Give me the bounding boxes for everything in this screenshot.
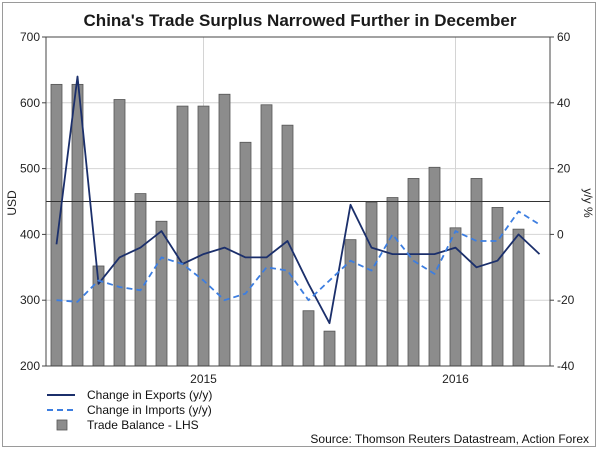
- trade-surplus-chart: China's Trade Surplus Narrowed Further i…: [5, 11, 595, 446]
- legend-label: Change in Imports (y/y): [87, 403, 212, 417]
- bar-trade-balance: [239, 141, 252, 367]
- y-tick-label-right: -40: [557, 359, 575, 373]
- y-tick-label-right: 20: [557, 162, 571, 176]
- bar-trade-balance: [218, 93, 231, 367]
- bar-trade-balance: [71, 83, 84, 367]
- y-axis-label-left: USD: [5, 190, 19, 216]
- bar-trade-balance: [512, 228, 525, 367]
- bar-trade-balance: [113, 99, 126, 367]
- x-tick-label: 2015: [190, 372, 217, 386]
- bar-trade-balance: [344, 239, 357, 367]
- bar-trade-balance: [260, 104, 273, 367]
- line-exports: [55, 75, 541, 325]
- bar-trade-balance: [407, 178, 420, 367]
- bar-trade-balance: [386, 197, 399, 367]
- bar-trade-balance: [323, 330, 336, 367]
- bar-trade-balance: [197, 105, 210, 367]
- bar-trade-balance: [50, 83, 63, 367]
- y-tick-label-left: 200: [20, 359, 40, 373]
- y-tick-label-left: 300: [20, 293, 40, 307]
- legend: Change in Exports (y/y)Change in Imports…: [47, 388, 212, 432]
- y-tick-label-left: 600: [20, 96, 40, 110]
- legend-label: Change in Exports (y/y): [87, 388, 212, 402]
- y-axis-label-right: y/y %: [581, 188, 595, 218]
- y-tick-label-right: 40: [557, 96, 571, 110]
- y-tick-label-left: 700: [20, 30, 40, 44]
- x-tick-label: 2016: [442, 372, 469, 386]
- y-tick-label-left: 400: [20, 227, 40, 241]
- y-tick-label-left: 500: [20, 162, 40, 176]
- chart-title: China's Trade Surplus Narrowed Further i…: [84, 11, 517, 30]
- bar-trade-balance: [176, 105, 189, 367]
- y-tick-label-right: 0: [557, 227, 564, 241]
- plot-area: 200 300 400 500 600 700 -40 -20 0 20 40 60 2015 2016: [20, 30, 575, 386]
- y-tick-label-right: -20: [557, 293, 575, 307]
- plot-border: [45, 36, 551, 367]
- bar-trade-balance: [155, 220, 168, 367]
- source-note: Source: Thomson Reuters Datastream, Acti…: [310, 432, 589, 446]
- line-imports: [56, 210, 540, 303]
- legend-label: Trade Balance - LHS: [87, 418, 199, 432]
- bar-trade-balance: [491, 207, 504, 367]
- legend-swatch-bar: [56, 419, 68, 431]
- bar-trade-balance: [302, 310, 315, 367]
- chart-frame: China's Trade Surplus Narrowed Further i…: [2, 2, 596, 447]
- y-tick-label-right: 60: [557, 30, 571, 44]
- bar-trade-balance: [470, 178, 483, 367]
- bar-trade-balance: [281, 124, 294, 367]
- bar-trade-balance: [134, 193, 147, 367]
- bar-trade-balance: [365, 201, 378, 367]
